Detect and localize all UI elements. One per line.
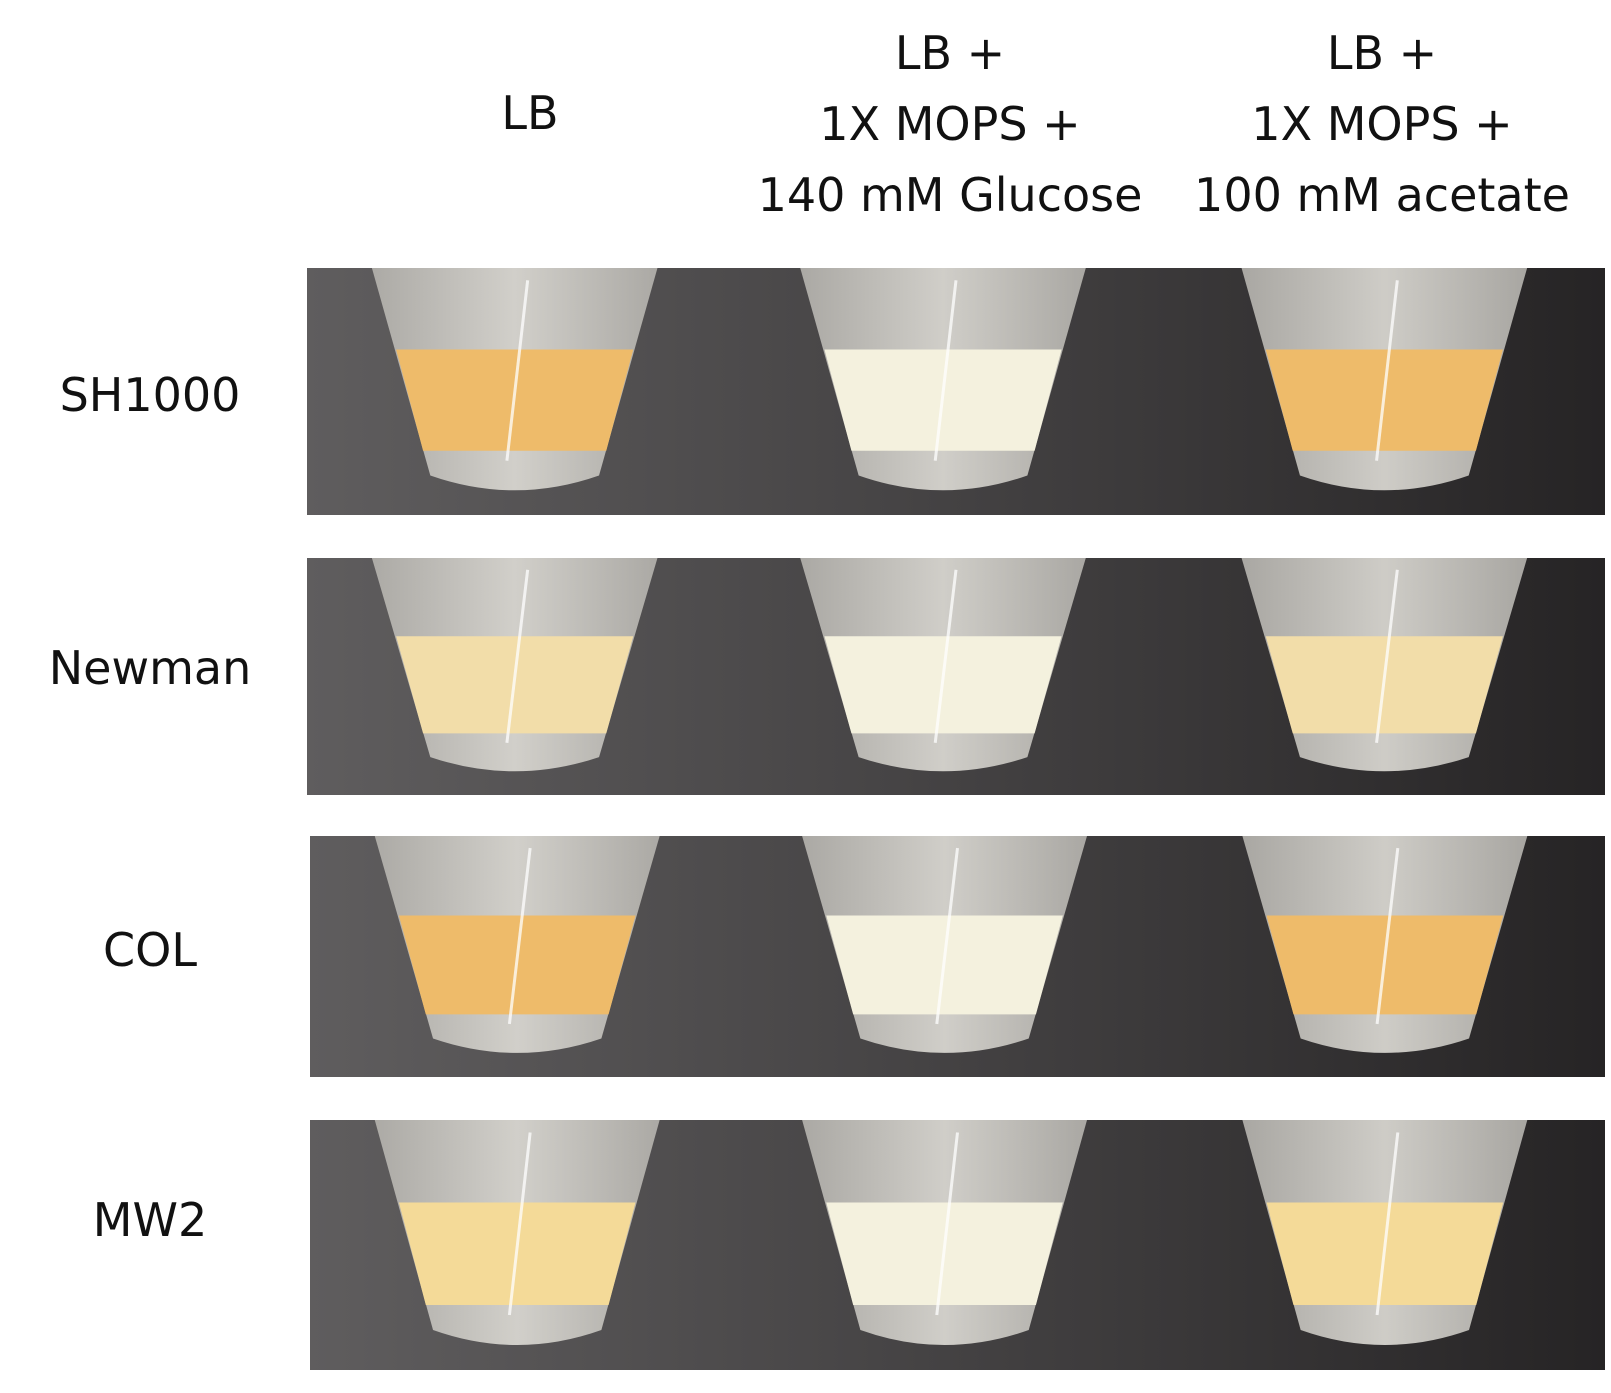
microcentrifuge-tube xyxy=(371,558,658,772)
column-header-line: 100 mM acetate xyxy=(1194,168,1570,222)
light-reflection xyxy=(1375,1132,1400,1316)
photo-panel-sh1000 xyxy=(307,268,1605,515)
microcentrifuge-tube xyxy=(1242,1120,1528,1345)
light-reflection xyxy=(507,847,532,1025)
row-label-mw2: MW2 xyxy=(92,1193,208,1247)
tube-photo xyxy=(310,1120,1605,1370)
light-reflection xyxy=(1375,280,1399,461)
column-header-line: LB + xyxy=(894,26,1006,80)
microcentrifuge-tube xyxy=(1241,268,1528,491)
photo-panel-col xyxy=(310,836,1605,1077)
microcentrifuge-tube xyxy=(374,1120,660,1345)
column-header-acetate: LB + 1X MOPS + 100 mM acetate xyxy=(1172,18,1592,231)
row-label-sh1000: SH1000 xyxy=(59,368,241,422)
microcentrifuge-tube xyxy=(374,836,660,1053)
light-reflection xyxy=(505,569,530,744)
tube-photo xyxy=(307,268,1605,515)
light-reflection xyxy=(507,1132,532,1316)
microcentrifuge-tube xyxy=(802,836,1087,1053)
microcentrifuge-tube xyxy=(1241,558,1528,772)
light-reflection xyxy=(933,569,958,744)
column-header-line: LB + xyxy=(1326,26,1438,80)
microcentrifuge-tube xyxy=(371,268,658,491)
row-label-col: COL xyxy=(103,923,197,977)
column-header-lb: LB xyxy=(410,78,650,149)
light-reflection xyxy=(1375,569,1399,744)
microcentrifuge-tube xyxy=(800,268,1086,491)
column-header-line: 1X MOPS + xyxy=(1251,97,1513,151)
light-reflection xyxy=(505,280,530,461)
column-header-line: LB xyxy=(501,86,559,140)
microcentrifuge-tube xyxy=(800,558,1086,772)
light-reflection xyxy=(935,1132,959,1316)
light-reflection xyxy=(933,280,958,461)
tube-photo xyxy=(307,558,1605,795)
photo-panel-newman xyxy=(307,558,1605,795)
column-header-line: 1X MOPS + xyxy=(819,97,1081,151)
microcentrifuge-tube xyxy=(1242,836,1528,1053)
row-label-newman: Newman xyxy=(48,641,252,695)
photo-panel-mw2 xyxy=(310,1120,1605,1370)
light-reflection xyxy=(935,847,959,1025)
tube-photo xyxy=(310,836,1605,1077)
column-header-glucose: LB + 1X MOPS + 140 mM Glucose xyxy=(740,18,1160,231)
microcentrifuge-tube xyxy=(802,1120,1087,1345)
column-header-line: 140 mM Glucose xyxy=(757,168,1143,222)
light-reflection xyxy=(1375,847,1400,1025)
